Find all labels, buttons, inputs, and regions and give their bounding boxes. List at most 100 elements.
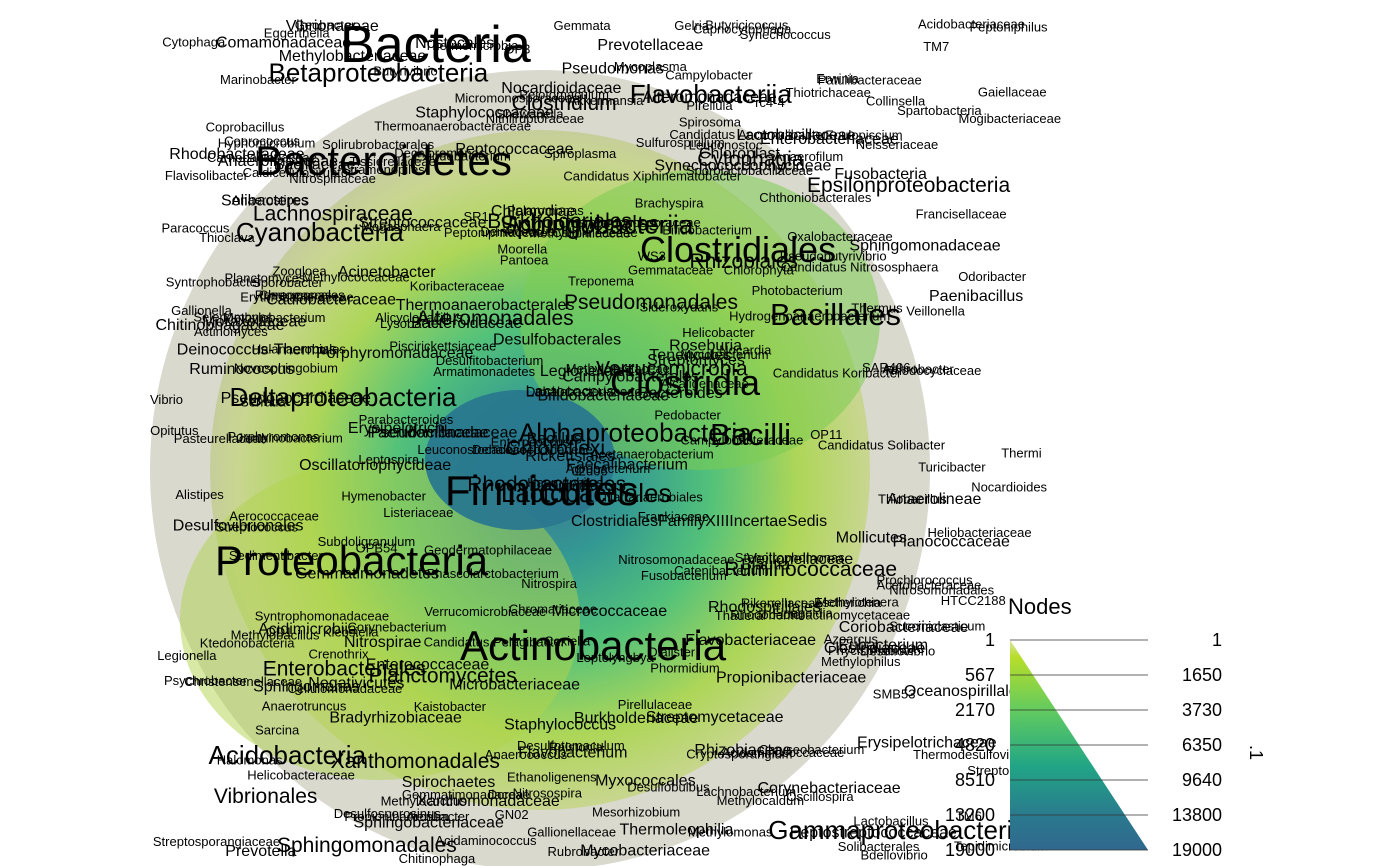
taxon-label: Roseomonas xyxy=(255,288,332,303)
taxon-label: Frankiaceae xyxy=(638,509,710,524)
taxon-label: Lachnobacterium xyxy=(696,784,796,799)
taxon-label: Sphingomonadales xyxy=(277,834,457,857)
taxon-label: Sarcina xyxy=(255,722,300,737)
taxon-label: rc4-4 xyxy=(755,95,785,110)
taxon-label: Methylophilus xyxy=(821,654,901,669)
taxon-label: Xanthomonadales xyxy=(331,750,500,773)
taxon-label: Micrococcaceae xyxy=(552,603,668,620)
taxon-label: Paracoccus xyxy=(162,220,230,235)
taxon-label: Epulopiscium xyxy=(825,127,902,142)
taxon-label: Veillonellaceae xyxy=(746,551,853,568)
taxon-label: Veillonella xyxy=(906,303,965,318)
taxon-label: Prevotella xyxy=(225,843,296,860)
taxon-label: Xanthomonadaceae xyxy=(417,793,560,810)
taxon-label: Oxalobacteraceae xyxy=(787,229,893,244)
taxon-label: Porphyromonadaceae xyxy=(316,345,474,362)
taxon-label: Peptococcaceae xyxy=(455,141,573,158)
taxon-label: Coxiella xyxy=(544,633,591,648)
taxon-label: Methylobacillus xyxy=(231,627,320,642)
taxon-label: Cryptosporangium xyxy=(686,747,792,762)
taxon-label: Bacillaceae xyxy=(274,157,356,174)
taxon-label: Helicobacteraceae xyxy=(247,767,355,782)
legend-left-ticks: 1 567 2170 4820 8510 13200 19000 xyxy=(945,630,995,860)
taxon-label: Thauera xyxy=(715,608,764,623)
taxon-label: Clostridiales xyxy=(640,229,836,270)
taxon-label: Desulfovibrionales xyxy=(173,518,304,535)
taxon-label: Methylocaldum xyxy=(717,793,804,808)
taxon-label: Sphingobacteriia xyxy=(500,210,694,240)
taxon-label: Coriobacteriaceae xyxy=(839,619,969,636)
taxon-label: Burkholderiales xyxy=(487,210,632,233)
taxon-label: Flavobacteriaceae xyxy=(685,632,816,649)
taxon-label: Mogibacteriaceae xyxy=(959,111,1062,126)
taxon-label: Chlamydiae xyxy=(491,203,576,220)
taxon-label: Phycisphaerae xyxy=(828,643,914,658)
taxon-label: Methylophilaceae xyxy=(529,225,630,240)
legend-left-tick: 8510 xyxy=(955,770,995,790)
taxon-label: Rikenellaceae xyxy=(741,595,823,610)
taxon-label: Methylococcaceae xyxy=(302,270,410,285)
taxon-label: TM6 xyxy=(956,809,982,824)
taxon-label: Bacteroidetes xyxy=(255,137,512,184)
taxon-label: Geodermatophilaceae xyxy=(424,543,552,558)
taxon-label: Solirubrobacterales xyxy=(322,137,435,152)
taxon-label: Faecalibacterium xyxy=(566,457,688,474)
taxon-label: Exiguobacterium xyxy=(414,148,511,163)
taxon-label: Gemmatimonadetes xyxy=(295,565,439,582)
taxon-label: Rickettsiales xyxy=(525,448,615,465)
taxon-label: Pseudomonadales xyxy=(564,291,738,314)
taxon-label: Halomonas xyxy=(217,753,283,768)
taxon-label: Geobacter xyxy=(295,18,356,33)
taxon-label: Hymenobacter xyxy=(341,488,426,503)
taxon-label: Deltaproteobacteria xyxy=(230,382,457,412)
taxon-label: Stenotrophomonas xyxy=(735,550,845,565)
taxon-label: Negativicutes xyxy=(308,675,404,692)
taxon-label: Lactobacillus xyxy=(853,813,929,828)
taxon-label: Pseudomonadaceae xyxy=(371,424,518,441)
taxon-label: Moraxellaceae xyxy=(202,314,306,331)
taxon-label: Caldicellulosiruptor xyxy=(243,165,353,180)
taxon-label: Betaproteobacteria xyxy=(269,57,489,87)
taxon-label: Paenibacillaceae xyxy=(368,424,489,441)
taxon-label: HTCC2188 xyxy=(941,593,1006,608)
taxon-label: Thermoanaerobacterales xyxy=(396,297,575,314)
taxon-label: Proteobacteria xyxy=(215,537,489,584)
taxon-label: Sphingomonadaceae xyxy=(849,238,1000,255)
taxon-label: Thermomicrobia xyxy=(424,38,519,53)
legend-right-tick: 3730 xyxy=(1182,700,1222,720)
taxon-label: Vibrio xyxy=(150,392,183,407)
taxon-label: Halanaerobiales xyxy=(252,342,346,357)
taxon-label: Capnocytophaga xyxy=(693,22,792,37)
legend-left-tick: 1 xyxy=(985,630,995,650)
taxon-label: Shewanella xyxy=(496,106,564,121)
taxon-label: Rhizobiaceae xyxy=(694,742,791,759)
taxon-label: Coprobacillus xyxy=(206,120,285,135)
taxon-label: Arthrobacter xyxy=(882,362,954,377)
taxon-label: Dialister xyxy=(648,644,696,659)
taxon-label: Microbacteriaceae xyxy=(449,677,580,694)
taxon-label: Hydrogenoanaerobacterium xyxy=(729,309,890,324)
taxon-label: Polaromonas xyxy=(507,203,584,218)
taxon-label: Kaistobacter xyxy=(414,699,487,714)
taxon-label: Rubrobacter xyxy=(548,844,620,859)
taxon-label: Bacilli xyxy=(710,417,791,452)
taxon-label: Campylobacter xyxy=(665,68,753,83)
taxon-label: Caulobacteraceae xyxy=(266,292,396,309)
taxon-label: Aerococcaceae xyxy=(229,508,319,523)
taxon-label: Klebsiella xyxy=(323,624,379,639)
taxon-label: Blautia xyxy=(741,557,790,574)
taxon-label: Synechococcophycideae xyxy=(654,158,831,175)
taxon-label: Staphylococcaceae xyxy=(415,104,554,121)
taxon-label: Thermi xyxy=(1001,446,1042,461)
taxon-label: Alistipes xyxy=(175,487,224,502)
taxon-label: Bifidobacterium xyxy=(662,223,752,238)
taxon-label: WS3 xyxy=(638,249,666,264)
taxon-label: Streptosporangiaceae xyxy=(153,834,280,849)
taxon-label: Leuconostoc xyxy=(689,138,763,153)
taxon-label: Solibacteres xyxy=(221,193,309,210)
taxon-label: Campylobacterales xyxy=(562,369,699,386)
taxon-label: Planctomyces xyxy=(225,271,306,286)
taxon-label: Gallionellaceae xyxy=(527,824,616,839)
taxon-label: Mollicutes xyxy=(836,529,907,546)
